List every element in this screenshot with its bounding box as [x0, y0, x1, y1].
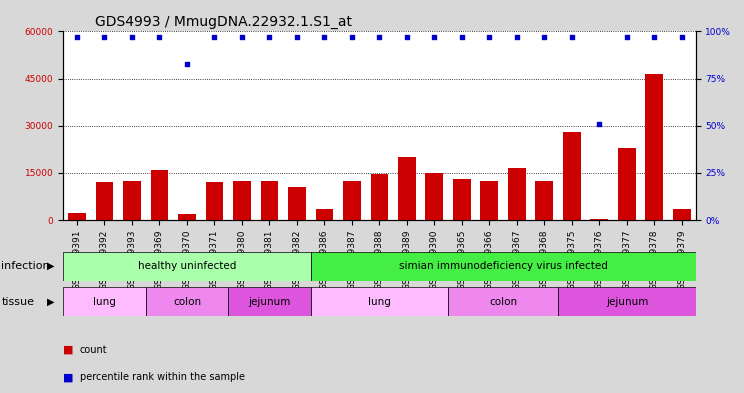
Text: colon: colon: [489, 297, 517, 307]
Point: [98, 34, 110, 40]
Point: [511, 34, 523, 40]
Bar: [315, 209, 333, 220]
Bar: [453, 179, 471, 220]
Bar: [233, 181, 251, 220]
Bar: [150, 170, 168, 220]
Text: infection: infection: [1, 261, 50, 271]
Bar: [591, 219, 609, 220]
Bar: [371, 174, 388, 220]
Bar: [508, 168, 526, 220]
Bar: [68, 213, 86, 220]
Point: [456, 34, 468, 40]
Point: [676, 34, 688, 40]
Point: [539, 34, 551, 40]
Point: [236, 34, 248, 40]
Text: jejunum: jejunum: [248, 297, 291, 307]
Bar: [311, 252, 696, 281]
Bar: [673, 209, 691, 220]
Bar: [260, 181, 278, 220]
Bar: [426, 173, 443, 220]
Text: percentile rank within the sample: percentile rank within the sample: [80, 372, 245, 382]
Text: ■: ■: [63, 372, 74, 382]
Bar: [146, 287, 228, 316]
Text: healthy uninfected: healthy uninfected: [138, 261, 236, 271]
Bar: [63, 287, 146, 316]
Bar: [343, 181, 361, 220]
Bar: [228, 287, 311, 316]
Point: [621, 34, 633, 40]
Text: ■: ■: [63, 345, 74, 355]
Point: [566, 34, 578, 40]
Bar: [123, 181, 141, 220]
Text: GDS4993 / MmugDNA.22932.1.S1_at: GDS4993 / MmugDNA.22932.1.S1_at: [95, 15, 352, 29]
Text: ▶: ▶: [47, 297, 54, 307]
Bar: [95, 182, 113, 220]
Point: [71, 34, 83, 40]
Point: [429, 34, 440, 40]
Point: [153, 34, 165, 40]
Point: [401, 34, 413, 40]
Point: [594, 121, 606, 127]
Text: simian immunodeficiency virus infected: simian immunodeficiency virus infected: [399, 261, 608, 271]
Bar: [563, 132, 581, 220]
Bar: [481, 181, 498, 220]
Text: tissue: tissue: [1, 297, 34, 307]
Text: jejunum: jejunum: [606, 297, 648, 307]
Bar: [178, 214, 196, 220]
Bar: [205, 182, 223, 220]
Text: ▶: ▶: [47, 261, 54, 271]
Point: [208, 34, 220, 40]
Point: [649, 34, 661, 40]
Bar: [618, 148, 636, 220]
Point: [318, 34, 330, 40]
Bar: [646, 74, 664, 220]
Bar: [536, 181, 554, 220]
Point: [346, 34, 358, 40]
Bar: [558, 287, 696, 316]
Bar: [63, 252, 311, 281]
Bar: [398, 157, 416, 220]
Text: colon: colon: [173, 297, 201, 307]
Bar: [448, 287, 558, 316]
Text: lung: lung: [368, 297, 391, 307]
Text: count: count: [80, 345, 107, 355]
Bar: [288, 187, 306, 220]
Point: [484, 34, 496, 40]
Point: [126, 34, 138, 40]
Point: [291, 34, 303, 40]
Point: [373, 34, 385, 40]
Point: [181, 61, 193, 67]
Bar: [311, 287, 448, 316]
Text: lung: lung: [93, 297, 116, 307]
Point: [263, 34, 275, 40]
